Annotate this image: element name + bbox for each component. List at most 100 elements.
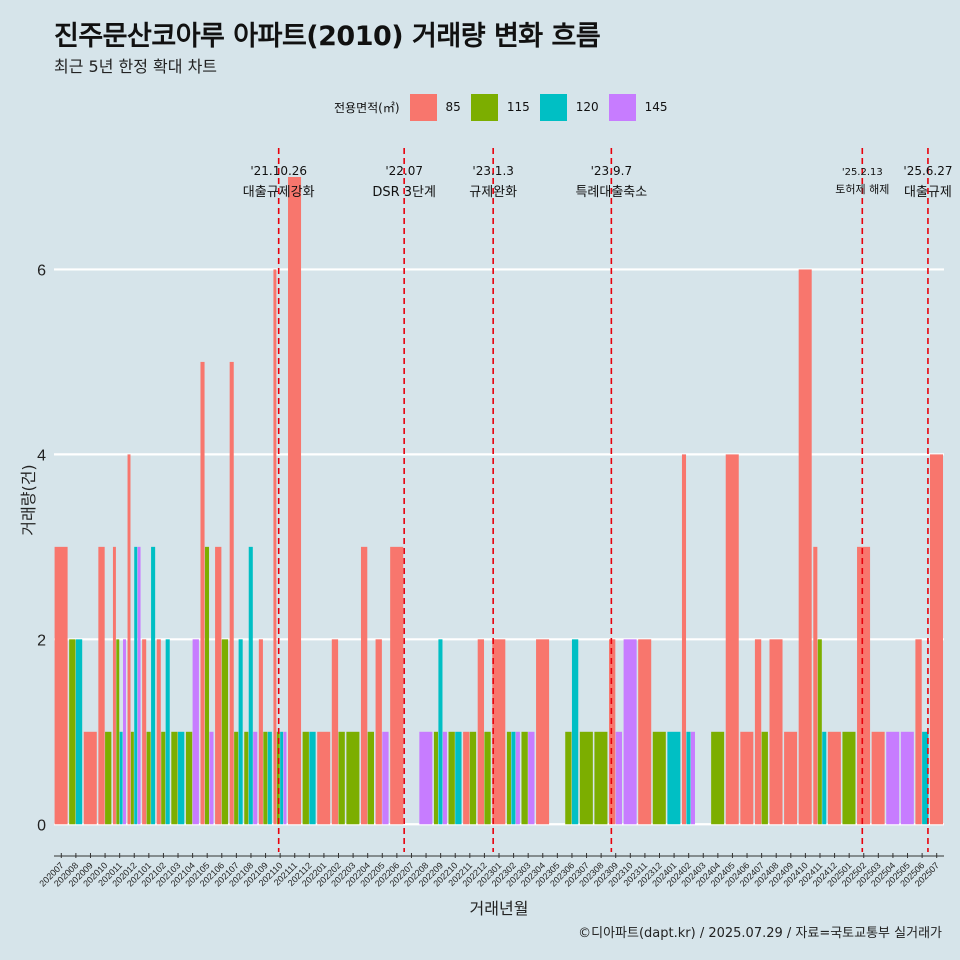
legend-title: 전용면적(㎡): [334, 100, 400, 115]
bar-145-202208: [419, 731, 433, 825]
bar-85-202408: [769, 639, 783, 825]
bar-145-202105: [209, 731, 214, 825]
bar-115-202212: [484, 731, 491, 825]
bar-115-202210: [448, 731, 455, 825]
bar-115-202011: [116, 639, 120, 825]
chart-subtitle: 최근 5년 한정 확대 차트: [54, 57, 218, 76]
bar-85-202206: [390, 546, 404, 825]
bar-85-202309: [609, 639, 616, 825]
bar-120-202109: [267, 731, 272, 825]
bar-115-202103: [171, 731, 178, 825]
bar-85-202201: [317, 731, 331, 825]
legend-swatch-85: [409, 93, 437, 121]
bar-115-202209: [433, 731, 439, 825]
bar-115-202302: [506, 731, 511, 825]
bar-145-202012: [137, 546, 141, 825]
bar-115-202211: [469, 731, 477, 825]
event-date-label-2: '23.1.3: [472, 164, 513, 178]
bar-85-202412: [827, 731, 841, 825]
bar-120-202110: [280, 731, 284, 825]
y-tick-label: 0: [37, 817, 46, 834]
bar-115-202109: [263, 731, 268, 825]
bar-115-202411: [817, 639, 822, 825]
bar-115-202102: [161, 731, 166, 825]
bar-145-202302: [515, 731, 520, 825]
bar-85-202012: [127, 454, 131, 825]
event-desc-label-0: 대출규제강화: [243, 185, 315, 200]
bar-145-202110: [283, 731, 287, 825]
bar-120-202103: [178, 731, 185, 825]
bar-115-202306: [565, 731, 572, 825]
legend-label-115: 115: [506, 100, 530, 114]
event-desc-label-1: DSR 3단계: [372, 185, 436, 200]
event-desc-label-3: 특례대출축소: [575, 185, 647, 200]
bar-85-202107: [229, 361, 234, 825]
bar-120-202008: [75, 639, 83, 825]
bar-85-202007: [54, 546, 68, 825]
event-date-label-1: '22.07: [385, 164, 423, 178]
bar-120-202112: [309, 731, 316, 825]
bar-85-202406: [740, 731, 754, 825]
bar-115-202307: [579, 731, 593, 825]
bar-120-202107: [238, 639, 243, 825]
bar-115-202106: [221, 639, 229, 825]
bar-85-202212: [477, 639, 485, 825]
bar-120-202102: [165, 639, 170, 825]
bar-115-202312: [652, 731, 666, 825]
bar-115-202202: [338, 731, 345, 825]
event-date-label-5: '25.6.27: [903, 164, 952, 178]
event-date-label-0: '21.10.26: [250, 164, 307, 178]
bar-145-202505: [900, 731, 914, 825]
bar-115-202108: [244, 731, 249, 825]
bar-120-202402: [686, 731, 691, 825]
bar-85-202506: [915, 639, 922, 825]
bar-85-202106: [215, 546, 222, 825]
legend-item-85: 85: [409, 93, 461, 121]
bar-115-202012: [130, 731, 134, 825]
bar-85-202101: [142, 639, 147, 825]
bar-115-202303: [521, 731, 528, 825]
source-caption: ©디아파트(dapt.kr) / 2025.07.29 / 자료=국토교통부 실…: [578, 926, 942, 941]
bar-115-202203: [346, 731, 360, 825]
event-desc-label-5: 대출규제: [904, 185, 952, 200]
bar-85-202102: [156, 639, 161, 825]
legend: 전용면적(㎡) 85 115 120 145: [334, 93, 678, 121]
bar-120-202401: [667, 731, 681, 825]
bar-120-202302: [511, 731, 516, 825]
bar-115-202308: [594, 731, 608, 825]
event-desc-label-2: 규제완화: [469, 185, 517, 200]
bar-85-202109: [258, 639, 263, 825]
legend-label-85: 85: [445, 100, 461, 114]
bar-115-202101: [146, 731, 151, 825]
bar-115-202404: [711, 731, 725, 825]
bar-85-202410: [798, 269, 812, 825]
bar-145-202402: [690, 731, 695, 825]
legend-swatch-120: [539, 93, 567, 121]
bar-115-202407: [761, 731, 768, 825]
bar-145-202504: [886, 731, 900, 825]
bar-120-202411: [822, 731, 827, 825]
bar-85-202405: [725, 454, 739, 825]
y-axis-title: 거래량(건): [19, 464, 38, 535]
bar-85-202110: [273, 269, 277, 825]
bar-145-202303: [528, 731, 535, 825]
bar-85-202311: [638, 639, 652, 825]
bar-85-202105: [200, 361, 205, 825]
bar-120-202506: [922, 731, 929, 825]
y-tick-label: 2: [37, 632, 46, 649]
event-date-label-3: '23.9.7: [591, 164, 632, 178]
bar-145-202205: [382, 731, 389, 825]
bar-145-202011: [123, 639, 126, 825]
bar-120-202011: [119, 731, 123, 825]
event-desc-label-4: 토허제 해제: [835, 182, 889, 196]
bar-85-202009: [83, 731, 97, 825]
x-axis-title: 거래년월: [470, 899, 529, 918]
legend-item-120: 120: [539, 93, 599, 121]
legend-item-115: 115: [470, 93, 530, 121]
bar-115-202107: [234, 731, 239, 825]
bar-115-202501: [842, 731, 856, 825]
bar-85-202411: [813, 546, 818, 825]
bar-115-202008: [69, 639, 76, 825]
bar-85-202205: [375, 639, 382, 825]
